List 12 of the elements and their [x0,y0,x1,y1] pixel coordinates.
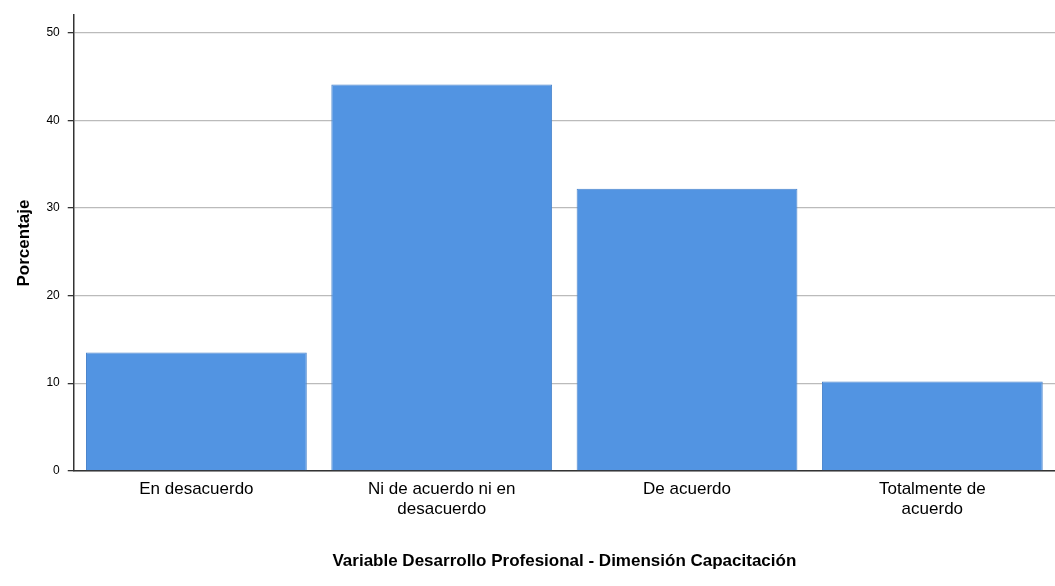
x-tick-label: Totalmente de acuerdo [878,478,986,519]
x-tick-label: En desacuerdo [139,478,254,498]
y-tick-label: 20 [46,287,61,302]
x-tick-label: De acuerdo [643,478,731,498]
y-tick-label: 50 [46,25,61,40]
y-tick-label: 40 [46,112,61,127]
y-axis-title: Porcentaje [13,199,33,287]
x-tick-label: Ni de acuerdo ni en desacuerdo [368,478,516,519]
y-tick-label: 30 [46,200,61,215]
y-tick-label: 0 [53,463,61,478]
y-tick-label: 10 [46,375,61,390]
x-axis-title: Variable Desarrollo Profesional - Dimensión Capacitación [332,551,797,571]
